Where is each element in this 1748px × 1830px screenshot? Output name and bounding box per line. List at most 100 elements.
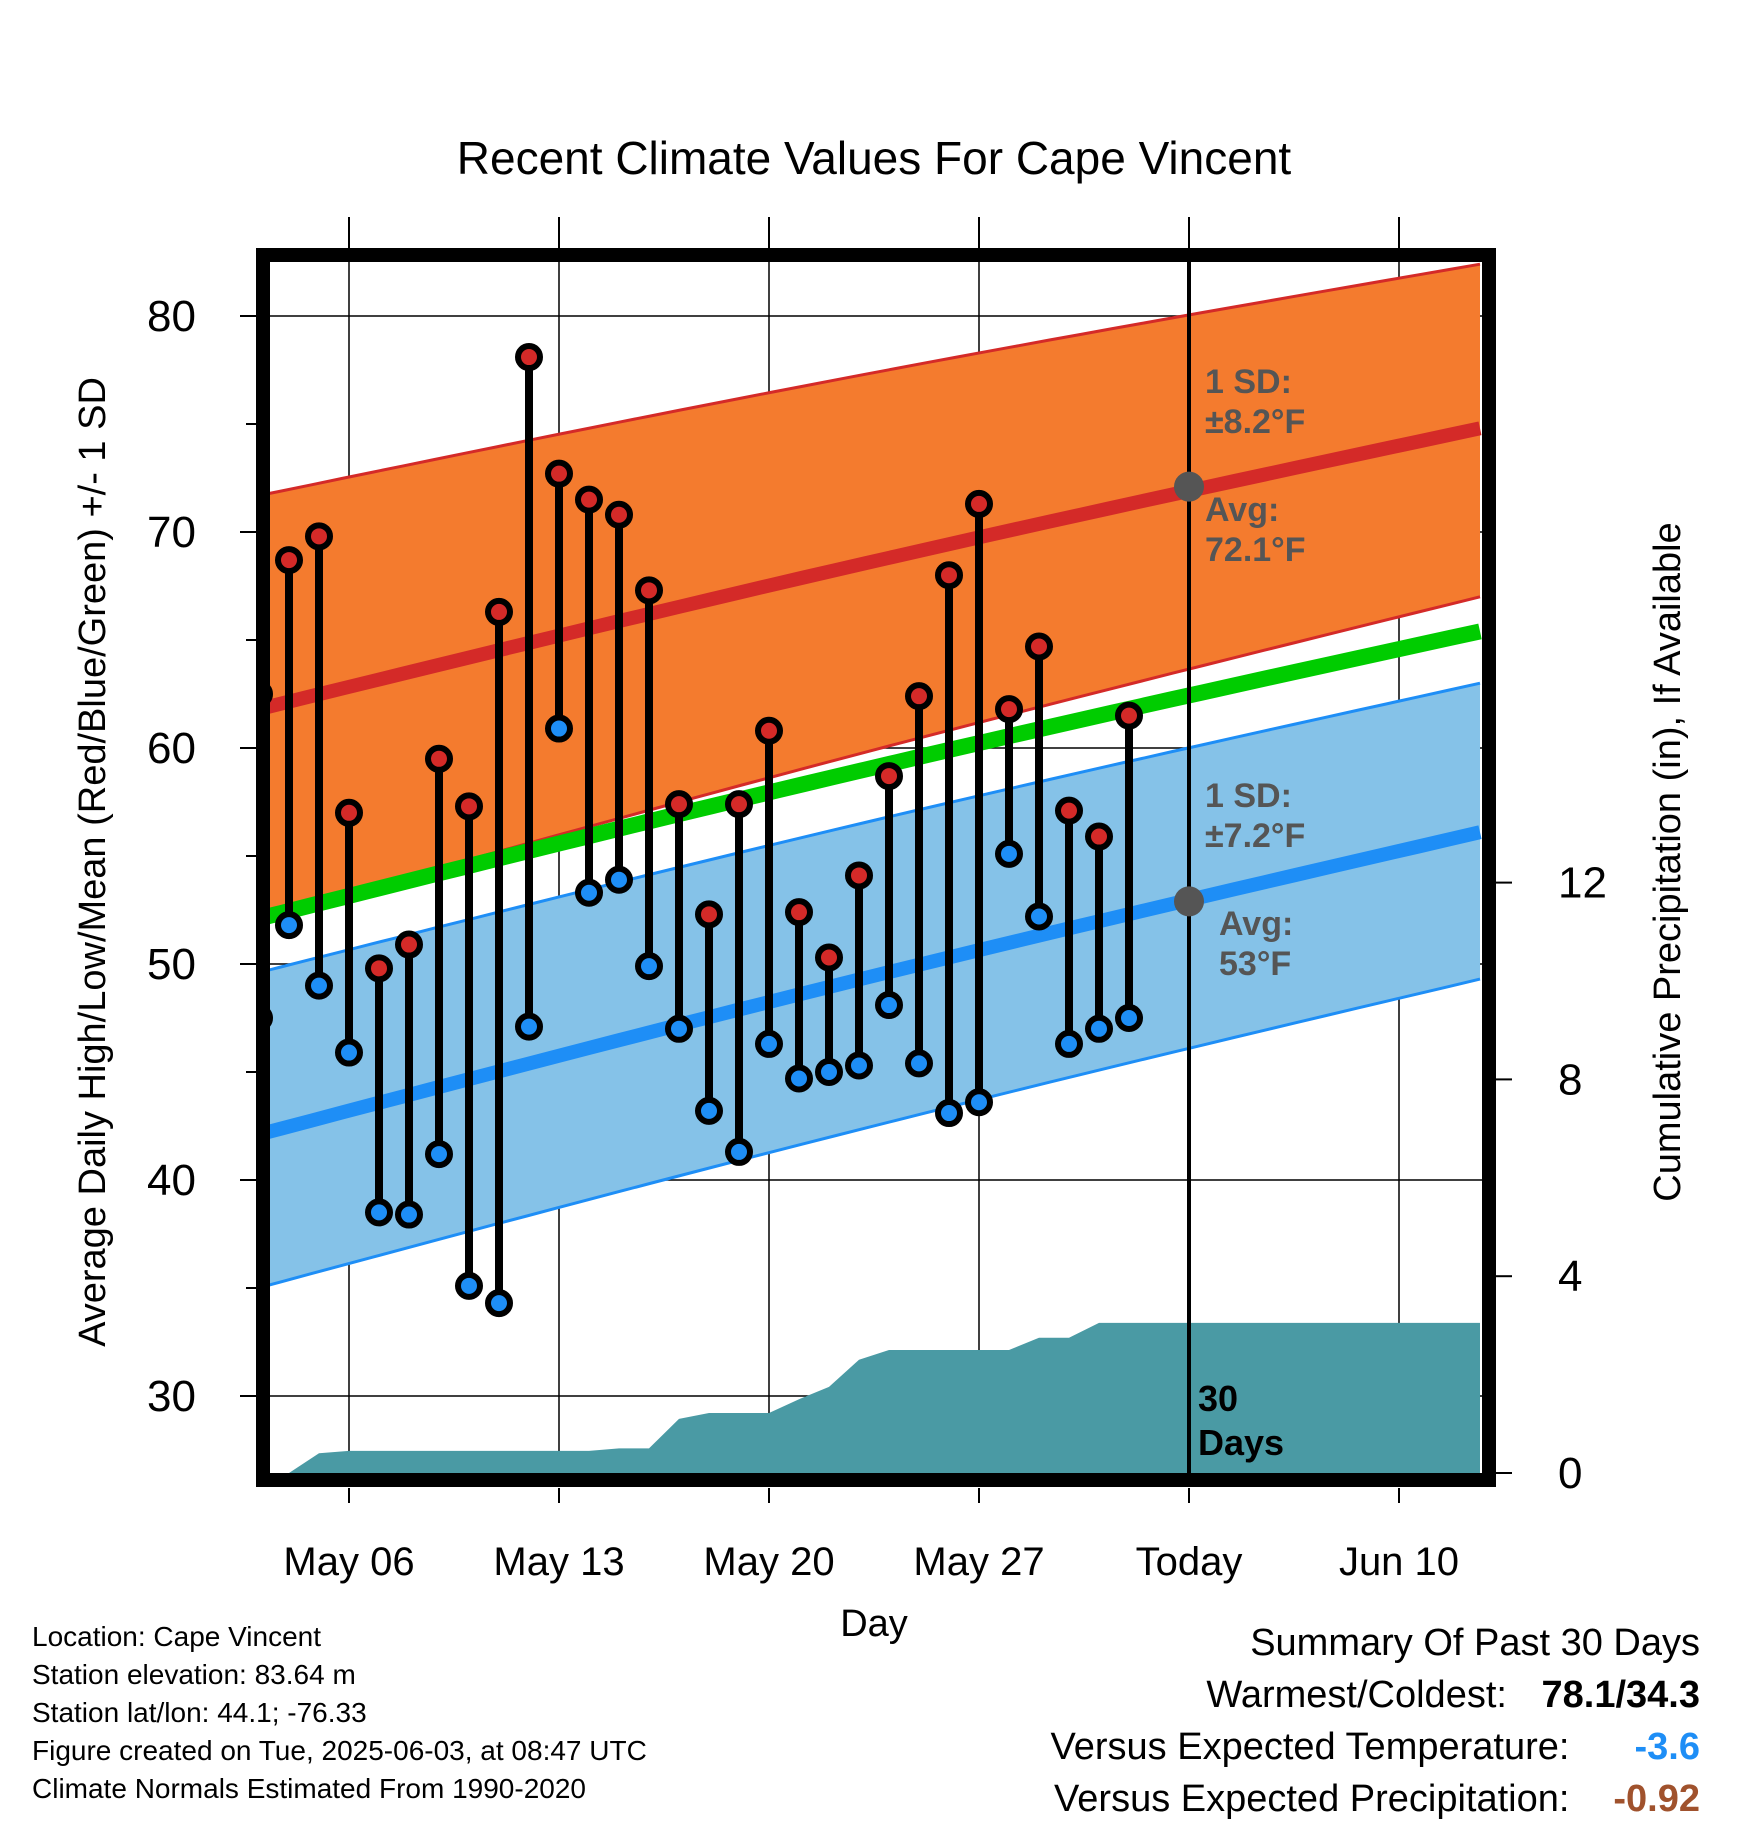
summary-row-temp: Versus Expected Temperature: -3.6 bbox=[1051, 1726, 1700, 1778]
daily-low-point bbox=[905, 1049, 933, 1078]
low-sd-label: 1 SD: bbox=[1205, 777, 1292, 815]
daily-low-point bbox=[935, 1099, 963, 1128]
daily-high-point bbox=[1025, 632, 1053, 661]
daily-low-point bbox=[455, 1271, 483, 1300]
temp-label: Versus Expected Temperature: bbox=[1050, 1726, 1570, 1768]
daily-high-point bbox=[755, 716, 783, 745]
daily-high-point bbox=[965, 489, 993, 518]
y-tick-label: 50 bbox=[147, 940, 196, 989]
low-avg-label: Avg: bbox=[1219, 905, 1293, 943]
daily-high-point bbox=[815, 943, 843, 972]
summary-row-warm-cold: Warmest/Coldest: 78.1/34.3 bbox=[1051, 1674, 1700, 1726]
daily-low-point bbox=[605, 865, 633, 894]
daily-high-point bbox=[425, 744, 453, 773]
y-tick-label: 40 bbox=[147, 1156, 196, 1205]
daily-high-point bbox=[365, 954, 393, 983]
daily-high-point bbox=[455, 792, 483, 821]
temp-value: -3.6 bbox=[1634, 1726, 1700, 1768]
y2-tick-label: 4 bbox=[1558, 1252, 1582, 1301]
daily-low-point bbox=[725, 1137, 753, 1166]
x-tick-label: Jun 10 bbox=[1339, 1540, 1459, 1584]
high-sd-value: ±8.2°F bbox=[1205, 403, 1305, 441]
daily-high-point bbox=[305, 522, 333, 551]
x-tick-label: May 13 bbox=[493, 1540, 624, 1584]
y-tick-label: 30 bbox=[147, 1372, 196, 1421]
daily-high-point bbox=[545, 459, 573, 488]
daily-low-point bbox=[1115, 1004, 1143, 1032]
daily-high-point bbox=[1055, 796, 1083, 825]
y-axis-label: Average Daily High/Low/Mean (Red/Blue/Gr… bbox=[72, 377, 114, 1347]
days-label-number: 30 bbox=[1198, 1378, 1238, 1419]
daily-low-point bbox=[545, 714, 573, 743]
y-tick-label: 80 bbox=[147, 292, 196, 341]
daily-high-point bbox=[1085, 822, 1113, 851]
daily-high-point bbox=[275, 546, 303, 575]
daily-low-point bbox=[755, 1029, 783, 1058]
low-avg-value: 53°F bbox=[1219, 945, 1291, 983]
daily-low-point bbox=[305, 971, 333, 1000]
low-sd-value: ±7.2°F bbox=[1205, 817, 1305, 855]
normal-low-line bbox=[270, 825, 1482, 1139]
y-tick-label: 70 bbox=[147, 508, 196, 557]
daily-low-point bbox=[515, 1012, 543, 1041]
normal-mean-line bbox=[270, 623, 1482, 925]
station-info: Location: Cape Vincent Station elevation… bbox=[32, 1618, 647, 1808]
high-avg-label: Avg: bbox=[1205, 491, 1279, 529]
precip-label: Versus Expected Precipitation: bbox=[1054, 1778, 1570, 1820]
high-avg-value: 72.1°F bbox=[1205, 531, 1306, 569]
daily-high-point bbox=[845, 861, 873, 890]
x-tick-label: Today bbox=[1136, 1540, 1243, 1584]
daily-high-point bbox=[785, 898, 813, 927]
summary-title: Summary Of Past 30 Days bbox=[1250, 1622, 1700, 1664]
daily-high-point bbox=[875, 762, 903, 791]
normal-high-line bbox=[270, 421, 1482, 714]
y2-tick-label: 8 bbox=[1558, 1055, 1582, 1104]
daily-high-point bbox=[995, 695, 1023, 724]
daily-low-point bbox=[485, 1289, 513, 1318]
x-tick-label: May 27 bbox=[913, 1540, 1044, 1584]
high-sd-label: 1 SD: bbox=[1205, 363, 1292, 401]
daily-low-point bbox=[335, 1038, 363, 1067]
daily-high-point bbox=[695, 900, 723, 929]
daily-high-point bbox=[605, 500, 633, 529]
daily-high-point bbox=[485, 597, 513, 626]
daily-low-point bbox=[815, 1058, 843, 1086]
daily-low-point bbox=[395, 1200, 423, 1229]
daily-low-point bbox=[275, 911, 303, 940]
latlon-text: Station lat/lon: 44.1; -76.33 bbox=[32, 1697, 367, 1728]
daily-low-point bbox=[695, 1096, 723, 1125]
daily-low-point bbox=[425, 1140, 453, 1169]
warm-cold-value: 78.1/34.3 bbox=[1541, 1674, 1700, 1716]
daily-low-point bbox=[995, 839, 1023, 868]
daily-high-point bbox=[725, 790, 753, 819]
chart-title: Recent Climate Values For Cape Vincent bbox=[457, 132, 1292, 184]
plot-clip-group bbox=[270, 262, 1482, 1473]
warm-cold-label: Warmest/Coldest: bbox=[1206, 1674, 1507, 1716]
normal-high-band-upper-edge bbox=[270, 262, 1481, 495]
daily-high-point bbox=[395, 930, 423, 959]
daily-low-point bbox=[1055, 1029, 1083, 1058]
daily-high-point bbox=[935, 561, 963, 590]
precip-value: -0.92 bbox=[1613, 1778, 1700, 1820]
daily-low-point bbox=[965, 1088, 993, 1117]
daily-low-point bbox=[845, 1051, 873, 1080]
daily-high-point bbox=[905, 682, 933, 711]
daily-high-point bbox=[575, 485, 603, 514]
daily-high-point bbox=[665, 790, 693, 819]
daily-high-point bbox=[1115, 701, 1143, 730]
location-text: Location: Cape Vincent bbox=[32, 1621, 322, 1652]
daily-low-point bbox=[785, 1064, 813, 1093]
summary-row-precip: Versus Expected Precipitation: -0.92 bbox=[1051, 1778, 1700, 1830]
normal-high-band bbox=[270, 264, 1480, 916]
normal-low-band-upper-edge bbox=[270, 681, 1481, 972]
normals-text: Climate Normals Estimated From 1990-2020 bbox=[32, 1773, 586, 1804]
y2-axis-label: Cumulative Precipitation (in), If Availa… bbox=[1647, 522, 1689, 1201]
created-text: Figure created on Tue, 2025-06-03, at 08… bbox=[32, 1735, 647, 1766]
precip-area bbox=[270, 1322, 1480, 1473]
daily-low-point bbox=[635, 952, 663, 981]
daily-low-point bbox=[875, 991, 903, 1020]
daily-high-point bbox=[635, 576, 663, 605]
x-tick-label: May 20 bbox=[703, 1540, 834, 1584]
daily-low-point bbox=[1025, 902, 1053, 931]
